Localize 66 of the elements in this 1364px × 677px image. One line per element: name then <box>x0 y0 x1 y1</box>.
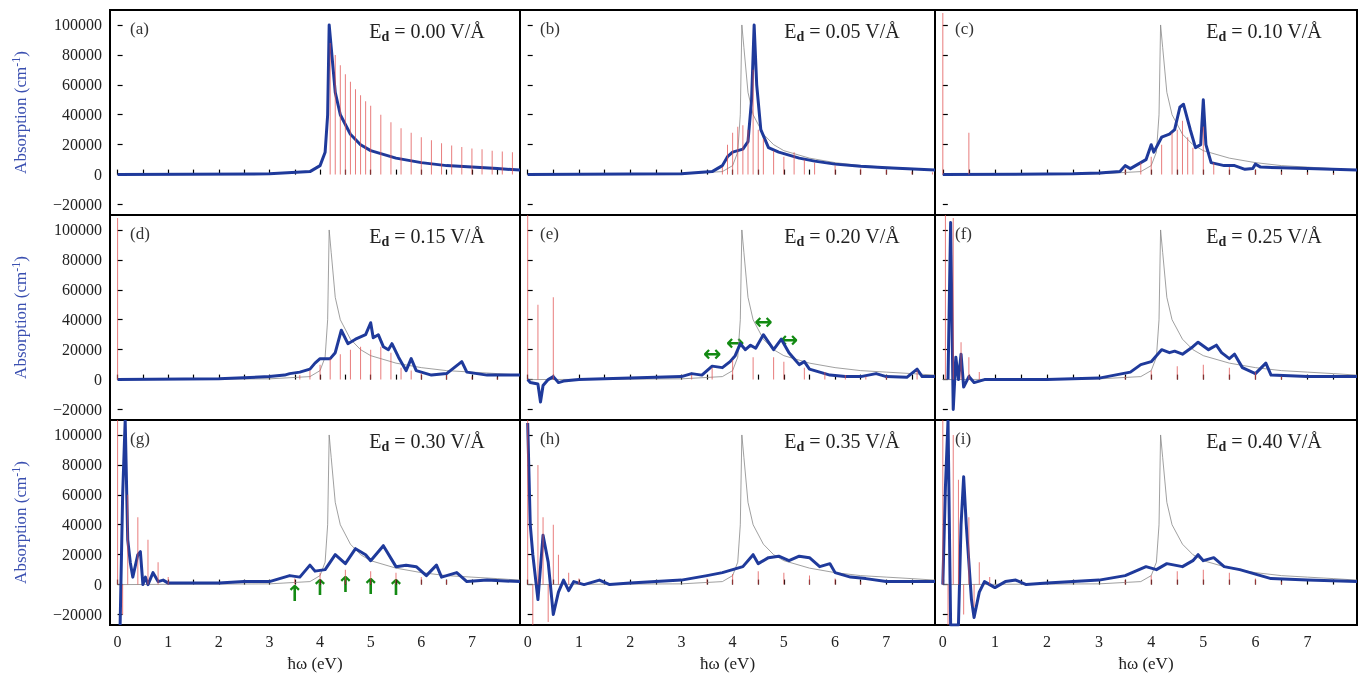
y-tick-label: 0 <box>94 576 102 594</box>
y-tick-label: −20000 <box>52 196 102 214</box>
x-tick-label: 1 <box>990 632 999 650</box>
annotation: (d) <box>130 224 150 243</box>
x-tick-label: 1 <box>574 632 583 650</box>
x-tick-label: 0 <box>523 632 532 650</box>
annotation: ↑ <box>285 581 304 607</box>
y-tick-label: 60000 <box>62 281 102 299</box>
annotation: (e) <box>540 224 559 243</box>
x-tick-label: 5 <box>366 632 375 650</box>
y-tick-label: 0 <box>94 166 102 184</box>
y-tick-label: 40000 <box>62 516 102 534</box>
line-series <box>116 321 520 382</box>
y-tick-label: −20000 <box>52 401 102 419</box>
x-tick-label: 6 <box>831 632 840 650</box>
y-tick-label: 60000 <box>62 76 102 94</box>
y-tick-label: 20000 <box>62 341 102 359</box>
x-axis-title: ħω (eV) <box>699 654 756 673</box>
x-tick-label: 0 <box>938 632 947 650</box>
x-tick-label: 4 <box>728 632 737 650</box>
y-axis-title: Absorption (cm-1) <box>8 461 31 584</box>
y-tick-label: 80000 <box>62 251 102 269</box>
y-tick-label: 100000 <box>54 426 102 444</box>
y-tick-label: 40000 <box>62 106 102 124</box>
y-tick-label: 80000 <box>62 46 102 64</box>
x-tick-label: 3 <box>1095 632 1104 650</box>
annotation: (g) <box>130 429 150 448</box>
y-tick-label: 100000 <box>54 221 102 239</box>
x-axis-title: ħω (eV) <box>1118 654 1174 673</box>
annotation: (b) <box>540 19 560 38</box>
x-tick-label: 2 <box>626 632 635 650</box>
x-tick-label: 4 <box>316 632 325 650</box>
x-tick-label: 4 <box>1147 632 1156 650</box>
x-tick-label: 6 <box>1251 632 1260 650</box>
y-tick-label: 40000 <box>62 311 102 329</box>
x-tick-label: 2 <box>214 632 223 650</box>
y-tick-label: 20000 <box>62 546 102 564</box>
annotation: (i) <box>955 429 972 448</box>
y-axis-title: Absorption (cm-1) <box>8 51 31 174</box>
y-tick-label: −20000 <box>52 606 102 624</box>
x-tick-label: 1 <box>164 632 173 650</box>
annotation: (f) <box>955 224 972 243</box>
line-series <box>116 23 520 177</box>
line-series <box>118 420 520 627</box>
x-tick-label: 0 <box>113 632 122 650</box>
x-tick-label: 5 <box>1199 632 1208 650</box>
x-tick-label: 2 <box>1043 632 1052 650</box>
y-tick-label: 0 <box>94 371 102 389</box>
annotation: (a) <box>130 19 149 38</box>
x-tick-label: 3 <box>677 632 686 650</box>
x-tick-label: 6 <box>417 632 426 650</box>
annotation: ↔ <box>702 340 722 366</box>
x-tick-label: 7 <box>882 632 891 650</box>
x-tick-label: 7 <box>1303 632 1312 650</box>
y-axis-title: Absorption (cm-1) <box>8 256 31 379</box>
x-tick-label: 3 <box>265 632 274 650</box>
y-tick-label: 60000 <box>62 486 102 504</box>
y-tick-label: 80000 <box>62 456 102 474</box>
x-axis-title: ħω (eV) <box>287 654 343 673</box>
annotation: (h) <box>540 429 560 448</box>
y-tick-label: 20000 <box>62 136 102 154</box>
x-tick-label: 7 <box>467 632 476 650</box>
annotation: (c) <box>955 19 974 38</box>
annotation: ↔ <box>754 309 773 335</box>
y-tick-label: 100000 <box>54 16 102 34</box>
x-tick-label: 5 <box>779 632 788 650</box>
